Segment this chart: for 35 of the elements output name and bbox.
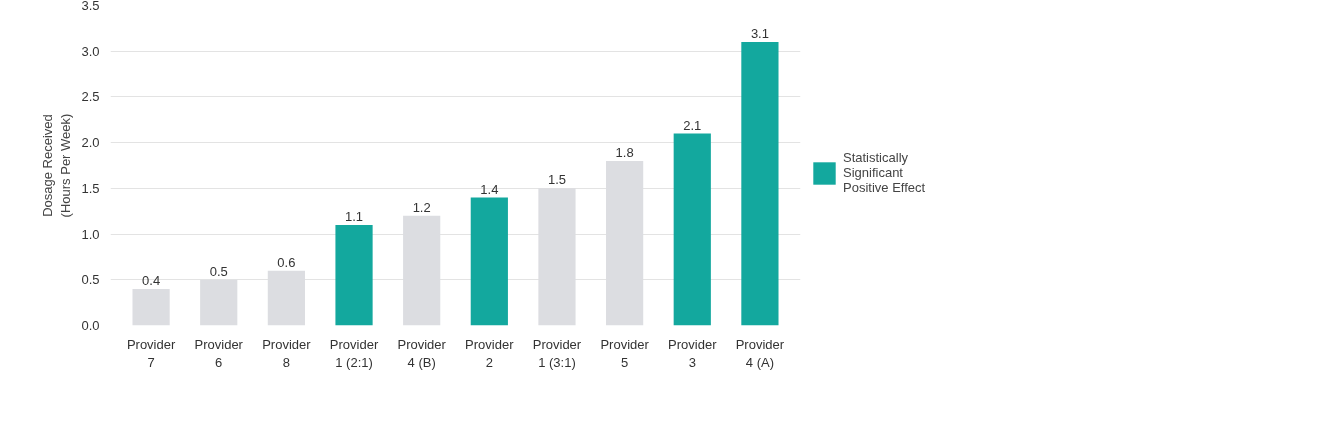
x-tick-label: Provider 7: [126, 336, 176, 370]
y-tick-label: 2.0: [81, 135, 100, 151]
data-label: 1.1: [344, 208, 364, 224]
data-label: 0.6: [277, 254, 296, 270]
y-tick-label: 0.0: [81, 318, 100, 333]
data-label: 1.8: [615, 144, 634, 160]
x-tick-label: Provider 2: [465, 336, 515, 370]
y-tick-label: 1.0: [81, 226, 100, 242]
data-label: 1.2: [412, 199, 431, 215]
x-tick-label: Provider 1 (3:1): [532, 336, 582, 370]
bar: [673, 133, 711, 326]
data-label: 1.5: [547, 172, 567, 188]
data-label: 2.1: [683, 117, 702, 133]
x-tick-label: Provider 6: [194, 336, 244, 370]
bar: [470, 197, 508, 326]
data-label: 3.1: [750, 26, 769, 42]
data-label: 1.4: [480, 181, 499, 197]
x-tick-label: Provider 4 (B): [397, 336, 447, 370]
bar: [741, 42, 779, 326]
bar: [132, 288, 170, 326]
legend-label: Statistically Significant Positive Effect: [843, 150, 926, 195]
x-tick-label: Provider 1 (2:1): [329, 336, 379, 370]
bar: [335, 224, 373, 326]
y-tick-label: 3.0: [81, 43, 100, 59]
y-tick-label: 3.5: [81, 0, 100, 13]
x-tick-label: Provider 4 (A): [735, 336, 785, 370]
x-tick-label: Provider 8: [262, 336, 312, 370]
x-tick-label: Provider 5: [600, 336, 650, 370]
y-tick-label: 1.5: [81, 180, 100, 196]
data-label: 0.5: [209, 263, 228, 279]
y-tick-label: 0.5: [81, 272, 100, 288]
x-tick-label: Provider 3: [668, 336, 718, 370]
y-axis-title: Dosage Received (Hours Per Week): [40, 113, 74, 218]
data-label: 0.4: [142, 272, 161, 288]
y-tick-label: 2.5: [81, 89, 100, 105]
